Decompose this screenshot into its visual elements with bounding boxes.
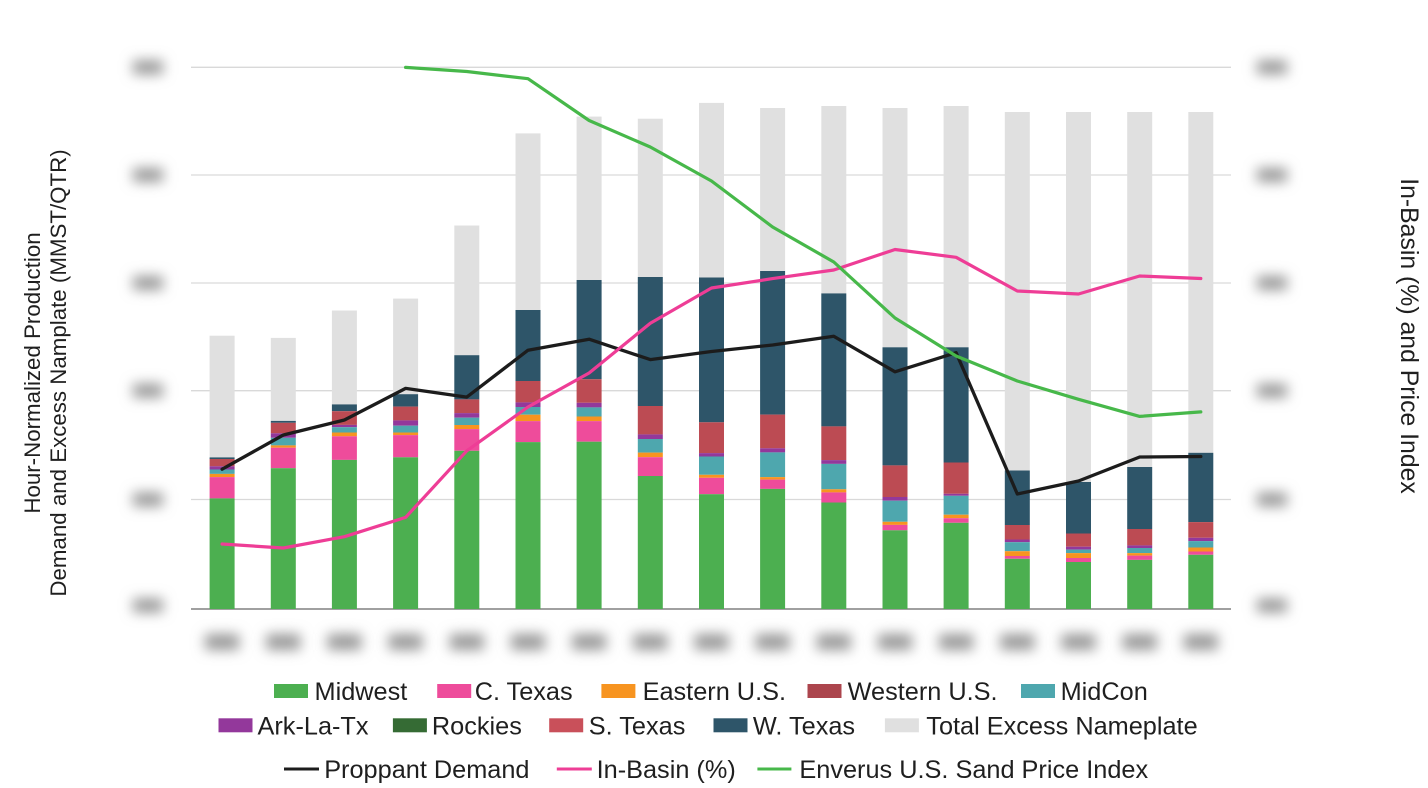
svg-text:In-Basin (%) and Price Index: In-Basin (%) and Price Index [1395,178,1422,494]
svg-text:Western U.S.: Western U.S. [848,678,998,706]
svg-text:C. Texas: C. Texas [475,678,573,706]
svg-text:MidCon: MidCon [1061,678,1148,706]
svg-text:Midwest: Midwest [315,678,408,706]
svg-text:Proppant Demand: Proppant Demand [324,756,529,784]
svg-text:W. Texas: W. Texas [753,712,855,740]
svg-text:Ark-La-Tx: Ark-La-Tx [258,712,369,740]
svg-text:Eastern U.S.: Eastern U.S. [643,678,786,706]
svg-text:Enverus U.S. Sand Price Index: Enverus U.S. Sand Price Index [799,756,1148,784]
svg-text:Demand and Excess Namplate (MM: Demand and Excess Namplate (MMST/QTR) [46,149,71,596]
svg-text:Rockies: Rockies [432,712,522,740]
svg-text:S. Texas: S. Texas [589,712,686,740]
svg-text:In-Basin (%): In-Basin (%) [597,756,736,784]
svg-text:Hour-Normalized Production: Hour-Normalized Production [20,232,45,513]
svg-text:Total Excess Nameplate: Total Excess Nameplate [926,712,1197,740]
